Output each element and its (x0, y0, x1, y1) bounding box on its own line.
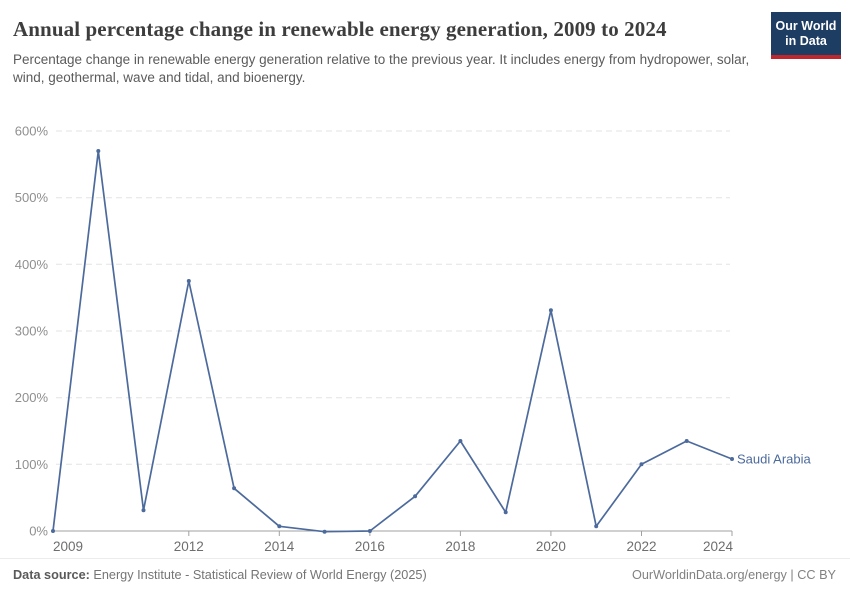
data-point (141, 508, 146, 513)
data-point (96, 149, 101, 153)
series-label: Saudi Arabia (737, 452, 811, 467)
chart-subtitle: Percentage change in renewable energy ge… (13, 52, 750, 85)
owid-logo: Our World in Data (771, 12, 841, 59)
x-axis-tick-label: 2022 (626, 539, 656, 554)
chart-footer: Data source: Energy Institute - Statisti… (0, 558, 850, 600)
x-axis-tick-label: 2024 (703, 539, 734, 554)
page-title: Annual percentage change in renewable en… (13, 17, 667, 41)
data-point (322, 529, 327, 534)
data-point (277, 524, 282, 529)
data-source-label: Data source: (13, 568, 90, 582)
y-axis-tick-label: 0% (29, 524, 48, 539)
data-point (232, 486, 237, 491)
data-point (51, 529, 55, 533)
data-point (730, 457, 734, 461)
y-axis-tick-label: 400% (15, 257, 49, 272)
data-point (548, 308, 553, 313)
x-axis-tick-label: 2014 (264, 539, 295, 554)
credit-link: OurWorldinData.org/energy | CC BY (631, 568, 836, 582)
data-line (52, 150, 733, 533)
chart-area: 0% 100% 200% 300% 400% 500% 600% 2009 2012 2014 20… (0, 118, 850, 558)
y-axis-tick-label: 100% (15, 457, 49, 472)
chart-header: Annual percentage change in renewable en… (0, 0, 850, 118)
data-point (413, 494, 418, 499)
data-point (367, 529, 372, 533)
data-point (186, 279, 191, 283)
x-axis-tick-label: 2020 (536, 539, 566, 554)
y-axis-tick-label: 200% (15, 390, 49, 405)
data-point (594, 524, 599, 529)
data-source-value: Energy Institute - Statistical Review of… (89, 568, 427, 582)
data-source: Data source: Energy Institute - Statisti… (13, 568, 427, 582)
data-point (458, 439, 463, 443)
data-point (684, 439, 689, 443)
x-axis-tick-label: 2012 (174, 539, 204, 554)
x-axis-tick-label: 2018 (445, 539, 475, 554)
y-axis-tick-label: 600% (15, 124, 49, 139)
y-axis-tick-label: 300% (15, 324, 49, 339)
x-axis-tick-label: 2016 (355, 539, 385, 554)
owid-logo-line1: Our World (775, 19, 837, 33)
data-point (639, 462, 644, 467)
data-point (503, 510, 508, 515)
x-axis-tick-label: 2009 (53, 539, 83, 554)
line-chart: 0% 100% 200% 300% 400% 500% 600% 2009 2012 2014 20… (15, 124, 812, 555)
y-axis-tick-label: 500% (15, 190, 49, 205)
owid-logo-line2: in Data (785, 34, 827, 48)
